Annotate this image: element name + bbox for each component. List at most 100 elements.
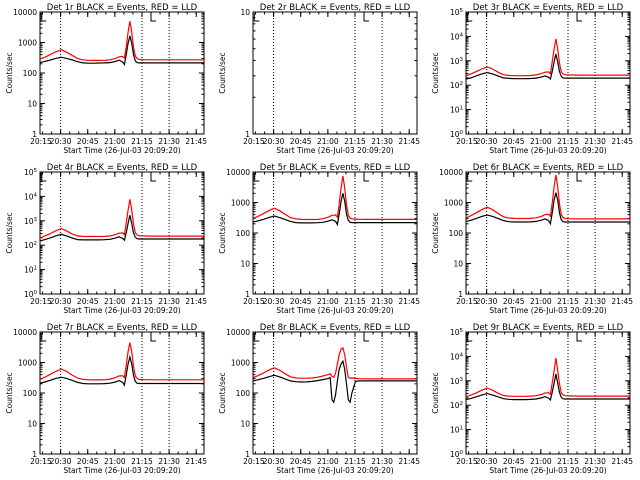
- x-axis-label: Start Time (26-Jul-03 20:09:20): [63, 146, 180, 155]
- x-axis-label: Start Time (26-Jul-03 20:09:20): [276, 466, 393, 475]
- y-tick-label: 103: [450, 377, 464, 386]
- x-tick-label: 21:30: [584, 457, 606, 466]
- attenuator-mark: [253, 13, 260, 22]
- x-tick-label: 20:45: [290, 137, 312, 146]
- x-tick-label: 20:30: [476, 137, 498, 146]
- x-tick-label: 21:45: [185, 297, 207, 306]
- y-tick-label: 100: [450, 450, 464, 459]
- y-tick-label: 104: [24, 192, 38, 201]
- attenuator-mark: [466, 173, 473, 182]
- y-tick-exponent: 5: [460, 328, 464, 334]
- y-tick-label: 1: [245, 450, 250, 459]
- x-tick-label: 20:15: [30, 137, 52, 146]
- lld-series-line: [252, 347, 417, 380]
- y-tick-exponent: 0: [34, 290, 38, 296]
- y-axis-label: Counts/sec: [431, 52, 440, 93]
- y-tick-label: 1: [32, 130, 37, 139]
- x-tick-label: 20:15: [243, 457, 265, 466]
- x-tick-label: 20:15: [30, 297, 52, 306]
- plot-frame: [465, 11, 631, 135]
- y-axis-label: Counts/sec: [218, 212, 227, 253]
- plot-frame: [39, 331, 205, 455]
- lld-series-line: [252, 175, 417, 221]
- events-series-line: [465, 53, 630, 81]
- events-series-line: [465, 192, 630, 226]
- lld-series-line: [39, 21, 204, 62]
- y-tick-label: 10: [453, 260, 463, 269]
- panel-title: Det 8r BLACK = Events, RED = LLD: [260, 323, 411, 333]
- attenuator-mark: [363, 333, 370, 342]
- x-tick-label: 21:00: [530, 297, 552, 306]
- attenuator-mark: [576, 333, 583, 342]
- y-tick-label: 10: [27, 420, 37, 429]
- detector-panel: Det 3r BLACK = Events, RED = LLD10010110…: [431, 3, 633, 155]
- y-tick-label: 1000: [18, 39, 37, 48]
- attenuator-mark: [253, 333, 260, 342]
- y-tick-label: 10000: [226, 328, 250, 337]
- detector-panel: Det 4r BLACK = Events, RED = LLD10010110…: [5, 163, 207, 315]
- y-tick-label: 101: [24, 266, 37, 275]
- attenuator-mark: [150, 13, 157, 22]
- x-tick-label: 20:45: [77, 457, 99, 466]
- x-axis-label: Start Time (26-Jul-03 20:09:20): [489, 306, 606, 315]
- plot-frame: [252, 171, 418, 295]
- y-tick-label: 101: [450, 106, 463, 115]
- y-tick-exponent: 1: [34, 266, 38, 272]
- x-tick-label: 21:45: [185, 457, 207, 466]
- x-tick-label: 21:45: [611, 457, 633, 466]
- y-tick-exponent: 0: [460, 450, 464, 456]
- x-tick-label: 21:45: [611, 297, 633, 306]
- y-tick-exponent: 0: [460, 130, 464, 136]
- x-tick-label: 21:15: [344, 297, 366, 306]
- y-tick-label: 10000: [226, 168, 250, 177]
- y-tick-label: 1000: [18, 359, 37, 368]
- detector-panel: Det 9r BLACK = Events, RED = LLD10010110…: [431, 323, 633, 475]
- y-tick-exponent: 2: [460, 81, 464, 87]
- x-tick-label: 21:45: [398, 297, 420, 306]
- y-tick-label: 10000: [439, 168, 463, 177]
- lld-series-line: [465, 38, 630, 77]
- y-tick-exponent: 4: [460, 32, 464, 38]
- x-tick-label: 21:00: [530, 137, 552, 146]
- x-tick-label: 21:00: [104, 457, 126, 466]
- x-axis-label: Start Time (26-Jul-03 20:09:20): [276, 146, 393, 155]
- events-series-line: [252, 193, 417, 227]
- x-tick-label: 21:00: [317, 457, 339, 466]
- plot-frame: [39, 171, 205, 295]
- panel-title: Det 9r BLACK = Events, RED = LLD: [473, 323, 624, 333]
- x-axis-label: Start Time (26-Jul-03 20:09:20): [489, 146, 606, 155]
- y-tick-label: 1: [245, 290, 250, 299]
- y-tick-label: 1: [458, 290, 463, 299]
- detector-panel: Det 5r BLACK = Events, RED = LLD 1 10 100 10…: [218, 163, 420, 315]
- x-tick-label: 21:15: [557, 297, 579, 306]
- attenuator-mark: [576, 13, 583, 22]
- x-tick-label: 21:30: [158, 457, 180, 466]
- events-series-line: [465, 373, 630, 402]
- x-tick-label: 20:30: [263, 457, 285, 466]
- x-tick-label: 21:30: [584, 137, 606, 146]
- attenuator-mark: [466, 13, 473, 22]
- y-axis-label: Counts/sec: [5, 52, 14, 93]
- y-tick-label: 102: [450, 81, 463, 90]
- y-tick-label: 103: [450, 57, 464, 66]
- x-tick-label: 20:15: [456, 137, 478, 146]
- y-tick-label: 105: [450, 8, 464, 17]
- detector-panel: Det 6r BLACK = Events, RED = LLD 1 10 100 10…: [431, 163, 633, 315]
- y-tick-label: 1000: [231, 199, 250, 208]
- y-tick-label: 100: [449, 229, 464, 238]
- y-tick-label: 10: [240, 420, 250, 429]
- y-tick-label: 1: [245, 130, 250, 139]
- panel-title: Det 4r BLACK = Events, RED = LLD: [47, 163, 198, 173]
- x-tick-label: 20:30: [476, 457, 498, 466]
- plot-frame: [39, 11, 205, 135]
- x-tick-label: 21:30: [371, 137, 393, 146]
- attenuator-mark: [40, 173, 47, 182]
- x-tick-label: 20:45: [503, 137, 525, 146]
- plot-frame: [252, 11, 418, 135]
- y-axis-label: Counts/sec: [431, 372, 440, 413]
- y-tick-label: 100: [450, 130, 464, 139]
- y-tick-label: 10: [240, 260, 250, 269]
- y-tick-label: 1000: [444, 199, 463, 208]
- x-tick-label: 21:45: [185, 137, 207, 146]
- y-tick-exponent: 1: [460, 106, 464, 112]
